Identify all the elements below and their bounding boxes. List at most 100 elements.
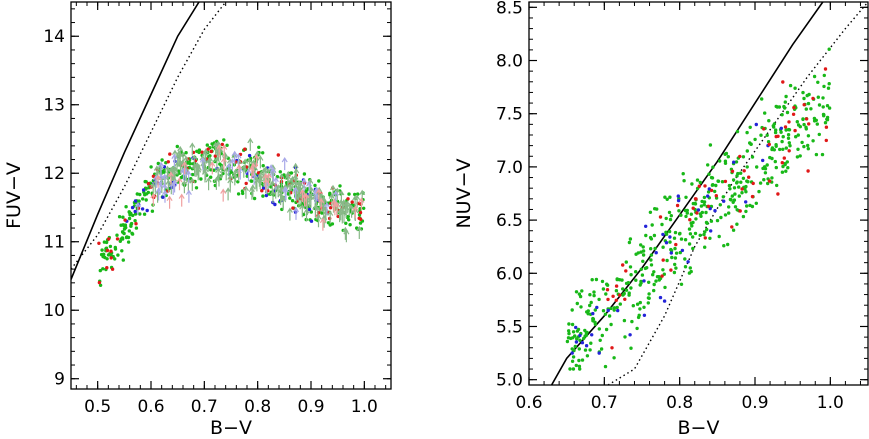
data-point [645, 266, 649, 270]
data-point [606, 308, 610, 313]
data-point [688, 232, 693, 236]
limit-arrow [235, 153, 242, 167]
data-point [765, 163, 769, 167]
data-point [821, 105, 825, 109]
data-point [145, 208, 149, 213]
x-axis-label: B−V [210, 417, 252, 439]
data-point [592, 293, 596, 298]
data-point [691, 206, 695, 210]
data-point [738, 154, 742, 159]
data-point [218, 162, 222, 166]
data-point [110, 267, 115, 271]
data-point [720, 180, 725, 184]
data-point [674, 251, 679, 255]
data-point [750, 204, 755, 209]
data-point [628, 333, 632, 337]
data-point [723, 179, 728, 184]
data-point [575, 337, 579, 341]
data-point [622, 291, 626, 296]
data-point [801, 90, 805, 95]
data-point [726, 242, 730, 247]
data-point [612, 308, 616, 312]
limit-arrow [318, 197, 325, 211]
limit-arrow [292, 186, 299, 200]
data-point [746, 180, 750, 184]
data-point [755, 165, 759, 169]
limit-arrow [343, 229, 350, 243]
limit-arrow [323, 201, 330, 216]
data-point [733, 205, 738, 209]
y-tick-label: 5.0 [496, 371, 523, 391]
data-point [702, 232, 706, 237]
data-point [184, 151, 188, 155]
data-point [631, 304, 635, 308]
x-tick-label: 0.7 [191, 397, 218, 417]
data-point [350, 200, 354, 204]
data-point [781, 147, 785, 151]
y-axis-label: FUV−V [3, 162, 25, 229]
data-point [119, 223, 123, 227]
data-point [348, 223, 352, 227]
data-point [779, 126, 783, 130]
limit-arrow [315, 188, 322, 202]
limit-arrow [269, 180, 276, 194]
data-point [807, 122, 811, 126]
data-point [706, 204, 711, 208]
data-point [652, 233, 657, 238]
data-point [698, 180, 702, 185]
data-point [676, 194, 680, 198]
data-point [734, 160, 739, 164]
data-point [571, 367, 576, 371]
data-point [788, 144, 792, 148]
data-point [606, 297, 610, 302]
data-point [702, 203, 706, 207]
data-point [709, 219, 714, 223]
data-point [629, 346, 633, 350]
data-point [648, 210, 653, 214]
data-point [685, 208, 689, 213]
data-point [616, 308, 620, 313]
data-point [748, 141, 752, 145]
data-point [782, 104, 786, 109]
data-point [809, 107, 813, 111]
data-point [149, 165, 153, 169]
data-point [722, 199, 726, 203]
data-point [574, 340, 579, 344]
data-point [197, 148, 202, 152]
data-point [288, 196, 292, 200]
limit-arrow [173, 161, 181, 175]
data-point [593, 308, 597, 312]
data-point [359, 217, 363, 221]
data-point [577, 364, 582, 368]
data-point [243, 147, 247, 151]
data-point [97, 241, 101, 245]
data-point [121, 215, 125, 219]
data-point [815, 122, 819, 126]
data-point [567, 322, 571, 326]
data-point [658, 215, 663, 219]
y-tick-label: 8.5 [496, 0, 523, 18]
data-point [190, 172, 195, 177]
data-point [642, 279, 646, 283]
data-point [685, 211, 689, 215]
data-point [814, 152, 819, 157]
y-axis-label: NUV−V [453, 158, 475, 228]
data-point [135, 192, 139, 196]
data-point [751, 181, 755, 186]
limit-arrow [281, 156, 288, 171]
data-point [708, 236, 712, 240]
x-tick-label: 0.7 [591, 393, 618, 413]
data-point [798, 154, 802, 158]
data-point [624, 269, 628, 273]
data-point [570, 347, 574, 351]
data-point [744, 200, 748, 204]
data-point [574, 325, 578, 330]
data-point [649, 253, 654, 257]
data-point [282, 173, 286, 177]
data-point [635, 302, 640, 306]
data-point [770, 146, 775, 150]
data-point [642, 313, 647, 317]
data-point [186, 161, 190, 165]
data-point [578, 338, 582, 342]
series-4 [150, 137, 366, 243]
